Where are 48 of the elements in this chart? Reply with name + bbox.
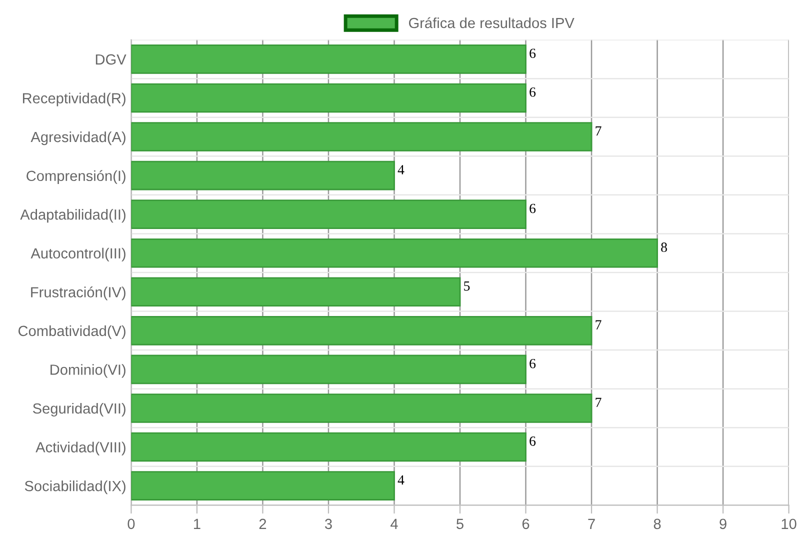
data-label: 6 — [530, 87, 536, 97]
data-label: 5 — [464, 281, 470, 291]
x-tick-label: 7 — [588, 518, 595, 529]
data-label: 4 — [398, 475, 404, 484]
y-tick-label: DGV — [96, 54, 126, 65]
x-tick-label: 2 — [259, 518, 266, 529]
data-label: 6 — [530, 436, 536, 446]
data-label: 7 — [596, 398, 602, 407]
bar — [131, 354, 526, 384]
bar — [131, 160, 395, 190]
x-tick-label: 4 — [390, 518, 398, 529]
data-label: 6 — [530, 48, 536, 58]
y-tick-label: Comprensión(I) — [26, 170, 126, 184]
x-tick-label: 10 — [782, 518, 796, 530]
y-tick-label: Receptividad(R) — [22, 92, 126, 106]
data-label: 4 — [398, 165, 404, 174]
x-tick-label: 9 — [720, 518, 726, 530]
y-tick-label: Adaptabilidad(II) — [20, 209, 126, 223]
bar — [131, 238, 658, 268]
bar — [131, 83, 526, 113]
data-label: 6 — [530, 358, 536, 368]
x-tick-label: 8 — [654, 518, 661, 530]
bar — [131, 44, 526, 74]
data-label: 6 — [530, 204, 536, 214]
x-tick-label: 3 — [324, 518, 332, 530]
data-label: 8 — [661, 242, 667, 252]
bar — [131, 277, 461, 307]
y-tick-label: Agresividad(A) — [30, 131, 126, 146]
x-tick-label: 0 — [128, 518, 135, 530]
x-tick-label: 6 — [522, 518, 530, 530]
bar — [131, 200, 526, 229]
y-tick-label: Actividad(VIII) — [36, 442, 126, 456]
y-tick-label: Frustración(IV) — [31, 286, 126, 300]
bar — [131, 394, 592, 423]
y-tick-label: Dominio(VI) — [50, 364, 126, 378]
legend-label: Gráfica de resultados IPV — [409, 17, 574, 28]
data-label: 7 — [596, 126, 602, 136]
bar — [131, 316, 592, 346]
y-tick-label: Sociabilidad(IX) — [24, 480, 126, 494]
data-label: 7 — [596, 320, 602, 330]
x-tick-label: 1 — [194, 518, 200, 529]
bar — [131, 471, 395, 500]
bar — [131, 432, 526, 462]
bar — [131, 122, 592, 152]
y-tick-label: Combatividad(V) — [18, 325, 126, 339]
y-tick-label: Autocontrol(III) — [30, 248, 126, 262]
y-tick-label: Seguridad(VII) — [32, 402, 126, 417]
x-tick-label: 5 — [456, 518, 464, 530]
